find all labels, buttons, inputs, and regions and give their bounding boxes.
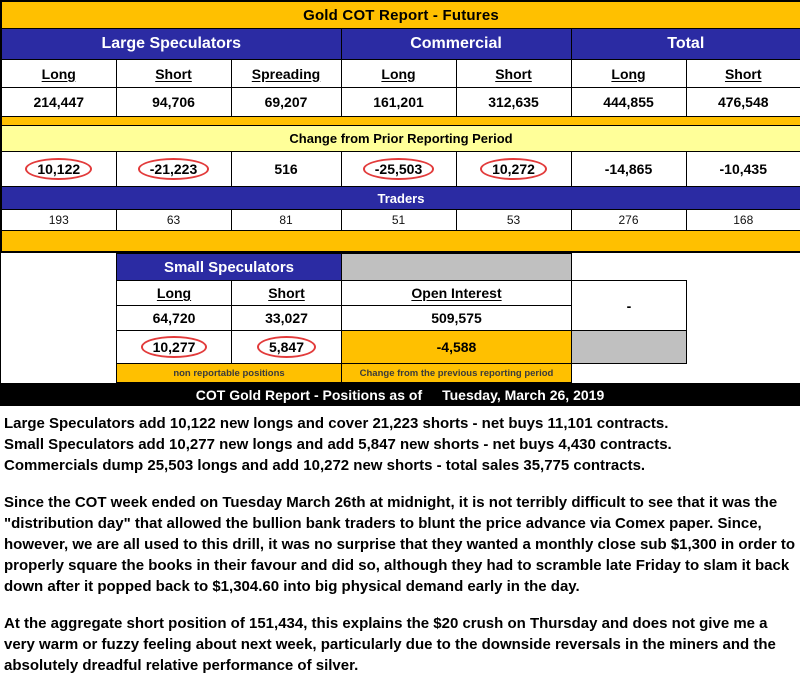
commentary-line: Small Speculators add 10,277 new longs a… xyxy=(4,436,672,453)
footer-text: COT Gold Report - Positions as of xyxy=(195,386,423,403)
gold-strip-row xyxy=(0,230,800,253)
title-row: Gold COT Report - Futures xyxy=(0,0,800,29)
red-circle-annotation: 5,847 xyxy=(256,336,317,358)
traders-row: 193 63 81 51 53 276 168 xyxy=(0,209,800,231)
blank-cell xyxy=(571,363,687,383)
open-interest-value: 509,575 xyxy=(341,305,572,331)
small-spec-title-row: Small Speculators xyxy=(116,253,687,281)
col-header-label: Short xyxy=(724,65,762,82)
trader-count: 276 xyxy=(570,209,687,231)
red-circle-annotation: 10,122 xyxy=(25,158,93,180)
trader-count: 53 xyxy=(455,209,572,231)
col-header: Short xyxy=(115,59,232,88)
change-value: -21,223 xyxy=(115,151,232,187)
footer-date: Tuesday, March 26, 2019 xyxy=(442,386,605,403)
small-spec-changes-row: 10,277 5,847 -4,588 xyxy=(116,330,687,364)
change-value: 10,272 xyxy=(455,151,572,187)
positions-row: 214,447 94,706 69,207 161,201 312,635 44… xyxy=(0,87,800,117)
trader-count: 168 xyxy=(685,209,800,231)
changes-row: 10,122 -21,223 516 -25,503 10,272 -14,86… xyxy=(0,151,800,187)
dash-cell: - xyxy=(571,280,687,331)
commentary-line: Large Speculators add 10,122 new longs a… xyxy=(4,415,669,432)
position-value: 69,207 xyxy=(230,87,342,117)
trader-count: 51 xyxy=(340,209,457,231)
commentary: Large Speculators add 10,122 new longs a… xyxy=(0,406,800,676)
small-spec-title: Small Speculators xyxy=(116,253,342,281)
gold-strip xyxy=(0,230,800,253)
col-header: Long xyxy=(116,280,232,306)
col-header-label: Long xyxy=(381,65,416,82)
cot-futures-table: Gold COT Report - Futures Large Speculat… xyxy=(0,0,800,253)
col-header-label: Spreading xyxy=(251,65,321,82)
col-header-label: Long xyxy=(611,65,646,82)
commentary-line: Commercials dump 25,503 longs and add 10… xyxy=(4,457,646,474)
change-value: 516 xyxy=(230,151,342,187)
change-value: 10,277 xyxy=(116,330,232,364)
col-header: Short xyxy=(455,59,572,88)
red-circle-annotation: 10,272 xyxy=(480,158,547,180)
traders-band-label: Traders xyxy=(0,186,800,210)
group-large-speculators: Large Speculators xyxy=(0,28,342,60)
position-value: 94,706 xyxy=(115,87,232,117)
col-header-label: Short xyxy=(495,65,532,82)
commentary-paragraph: At the aggregate short position of 151,4… xyxy=(4,615,776,674)
change-value: -25,503 xyxy=(340,151,457,187)
blank-cell xyxy=(571,253,687,281)
note-change-period: Change from the previous reporting perio… xyxy=(341,363,572,383)
change-value: -14,865 xyxy=(570,151,687,187)
change-band-row: Change from Prior Reporting Period xyxy=(0,125,800,152)
position-value: 33,027 xyxy=(231,305,342,331)
change-value: -10,435 xyxy=(685,151,800,187)
column-header-row: Long Short Spreading Long Short Long Sho… xyxy=(0,59,800,88)
open-interest-header: Open Interest xyxy=(341,280,572,306)
change-band-label: Change from Prior Reporting Period xyxy=(0,125,800,152)
col-header-label: Long xyxy=(156,285,192,301)
trader-count: 63 xyxy=(115,209,232,231)
col-header-label: Long xyxy=(41,65,76,82)
col-header-label: Short xyxy=(155,65,192,82)
trader-count: 193 xyxy=(0,209,117,231)
trader-count: 81 xyxy=(230,209,342,231)
report-footer-bar: COT Gold Report - Positions as of Tuesda… xyxy=(0,383,800,406)
gold-strip-row xyxy=(0,116,800,126)
col-header: Short xyxy=(685,59,800,88)
grey-filler-cell xyxy=(341,253,572,281)
position-value: 312,635 xyxy=(455,87,572,117)
col-header: Long xyxy=(0,59,117,88)
small-speculators-table: Small Speculators Long Short Open Intere… xyxy=(116,253,687,383)
position-value: 444,855 xyxy=(570,87,687,117)
small-spec-notes-row: non reportable positions Change from the… xyxy=(116,363,687,383)
grey-filler-cell xyxy=(571,330,687,364)
group-commercial: Commercial xyxy=(340,28,572,60)
change-value: 5,847 xyxy=(231,330,342,364)
red-circle-annotation: -25,503 xyxy=(362,158,435,180)
red-circle-annotation: -21,223 xyxy=(137,158,210,180)
change-value: 10,122 xyxy=(0,151,117,187)
col-header: Long xyxy=(340,59,457,88)
small-speculators-zone: Small Speculators Long Short Open Intere… xyxy=(0,253,800,383)
traders-band-row: Traders xyxy=(0,186,800,210)
position-value: 476,548 xyxy=(685,87,800,117)
group-total: Total xyxy=(570,28,800,60)
report-title: Gold COT Report - Futures xyxy=(0,0,800,29)
gold-strip xyxy=(0,116,800,126)
red-circle-annotation: 10,277 xyxy=(140,336,208,358)
commentary-paragraph: Since the COT week ended on Tuesday Marc… xyxy=(4,494,796,595)
position-value: 214,447 xyxy=(0,87,117,117)
col-header: Long xyxy=(570,59,687,88)
col-header: Spreading xyxy=(230,59,342,88)
col-header-label: Open Interest xyxy=(411,285,502,301)
col-header: Short xyxy=(231,280,342,306)
col-header-label: Short xyxy=(268,285,305,301)
note-nonreportable: non reportable positions xyxy=(116,363,342,383)
position-value: 64,720 xyxy=(116,305,232,331)
open-interest-change: -4,588 xyxy=(341,330,572,364)
position-value: 161,201 xyxy=(340,87,457,117)
small-spec-header-row: Long Short Open Interest - xyxy=(116,280,687,331)
group-header-row: Large Speculators Commercial Total xyxy=(0,28,800,60)
